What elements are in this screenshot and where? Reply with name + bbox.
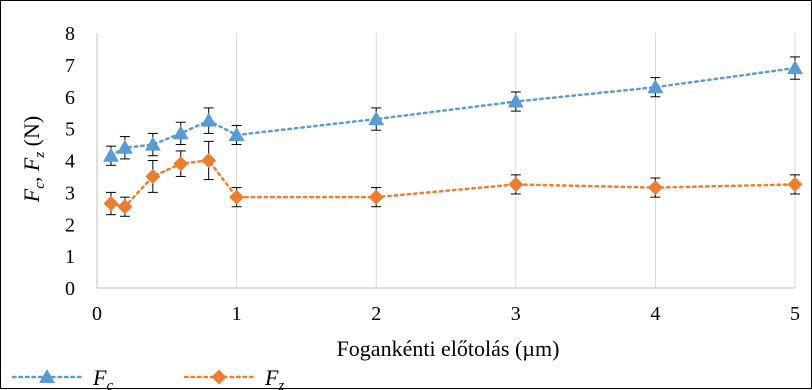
y-axis-title-part: , xyxy=(19,171,44,182)
y-tick-labels: 0 1 2 3 4 5 6 7 8 xyxy=(65,23,75,300)
data-point xyxy=(200,112,217,127)
y-tick-label: 8 xyxy=(65,23,75,45)
data-point xyxy=(228,127,245,141)
legend-label: Fc xyxy=(92,365,113,390)
x-tick-label: 4 xyxy=(650,303,660,325)
data-point xyxy=(201,153,217,168)
y-tick-label: 2 xyxy=(65,214,75,236)
y-axis-title-part: F xyxy=(19,157,44,172)
data-point xyxy=(647,180,663,196)
y-tick-label: 1 xyxy=(65,246,75,268)
y-axis-title-part: z xyxy=(32,152,48,159)
data-point xyxy=(787,60,803,75)
data-point xyxy=(368,189,384,205)
data-point xyxy=(144,136,161,151)
data-series xyxy=(102,56,803,217)
legend-item: Fz xyxy=(183,365,284,390)
data-point xyxy=(117,199,133,215)
series-Fz xyxy=(103,140,803,217)
x-axis-title: Fogankénti előtolás (µm) xyxy=(337,336,560,361)
x-tick-label: 5 xyxy=(790,303,800,325)
y-tick-label: 6 xyxy=(65,87,75,109)
y-axis-title-part: F xyxy=(19,188,44,203)
x-tick-labels: 0 1 2 3 4 5 xyxy=(92,303,800,325)
y-tick-label: 4 xyxy=(65,151,75,173)
data-point xyxy=(229,189,245,205)
data-point xyxy=(102,147,119,162)
series-Fc xyxy=(102,56,803,166)
grid-lines xyxy=(236,33,796,288)
data-point xyxy=(172,125,189,140)
data-point xyxy=(508,176,524,192)
y-tick-label: 5 xyxy=(65,119,75,141)
data-point xyxy=(507,93,524,108)
data-point xyxy=(368,111,385,126)
data-point xyxy=(647,79,664,94)
legend: Fc Fz xyxy=(11,365,284,390)
x-tick-label: 3 xyxy=(511,303,521,325)
data-point xyxy=(787,176,803,192)
data-point xyxy=(103,196,119,212)
y-axis-title-part: (N) xyxy=(19,116,44,152)
y-tick-label: 0 xyxy=(65,278,75,300)
data-point xyxy=(173,156,189,172)
legend-label: Fz xyxy=(264,365,284,390)
legend-marker xyxy=(39,369,55,383)
x-tick-label: 1 xyxy=(232,303,242,325)
series-line xyxy=(109,159,797,209)
data-point xyxy=(145,168,161,184)
axes xyxy=(96,33,795,289)
x-tick-label: 2 xyxy=(371,303,381,325)
x-tick-label: 0 xyxy=(92,303,102,325)
series-line xyxy=(109,66,797,157)
y-tick-label: 3 xyxy=(65,182,75,204)
legend-item: Fc xyxy=(11,365,113,390)
legend-marker xyxy=(211,369,227,385)
y-axis-title: Fc, Fz (N) xyxy=(19,116,48,203)
data-point xyxy=(116,139,133,154)
y-tick-label: 7 xyxy=(65,55,75,77)
y-axis-title-part: c xyxy=(32,182,48,189)
